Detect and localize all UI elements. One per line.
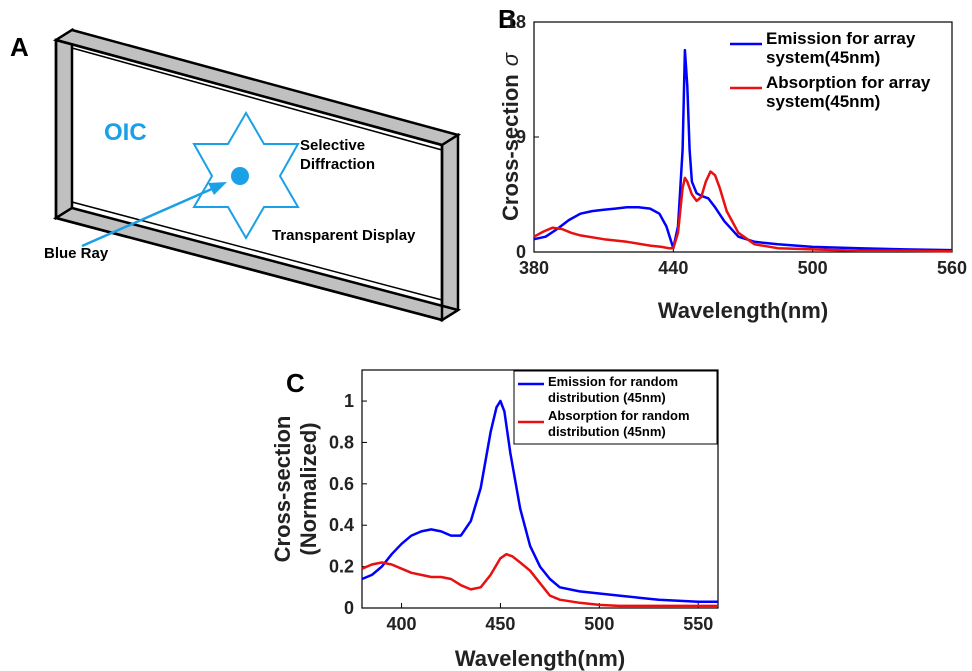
panel-b-xlabel: Wavelength(nm) xyxy=(658,298,828,323)
legend-absorption-random-line1: Absorption for random xyxy=(548,408,690,423)
star-of-david-icon xyxy=(192,111,300,240)
panel-b-xtick-label: 440 xyxy=(658,258,688,278)
panel-b-ytick-label: 0 xyxy=(516,242,526,262)
panel-b-xtick-label: 500 xyxy=(798,258,828,278)
blue-dot-icon xyxy=(231,167,249,185)
panel-c-xlabel: Wavelength(nm) xyxy=(455,646,625,671)
panel-b-series-line-absorption xyxy=(533,170,953,253)
panel-c-ytick-label: 0 xyxy=(344,598,354,618)
panel-b-plot-area xyxy=(533,21,953,253)
transparent-display-label: Transparent Display xyxy=(272,227,416,244)
panel-c-xtick-label: 500 xyxy=(584,614,614,634)
panel-b-xtick-label: 380 xyxy=(519,258,549,278)
frame-left-side xyxy=(54,27,74,221)
panel-b-xtick-label: 560 xyxy=(937,258,967,278)
panel-a-diagram: A OIC Selective Diffraction xyxy=(10,27,462,323)
panel-c-ylabel-line2: (Normalized) xyxy=(296,422,321,555)
legend-emission-array-line1: Emission for array xyxy=(766,29,916,48)
panel-c-ytick-label: 0.2 xyxy=(329,557,354,577)
legend-emission-array-line2: system(45nm) xyxy=(766,48,880,67)
panel-c-legend-box xyxy=(513,370,718,445)
panel-c-xtick-label: 450 xyxy=(485,614,515,634)
panel-c-letter: C xyxy=(286,368,305,398)
legend-absorption-array-line2: system(45nm) xyxy=(766,92,880,111)
transparent-display-frame xyxy=(52,27,462,323)
panel-b-chart: B 380 440 500 560 0 9 18 Emission for array sy… xyxy=(498,4,967,323)
panel-c-ticks: 400 450 500 550 0 0.2 0.4 0.6 0.8 1 xyxy=(329,391,713,634)
panel-b-ylabel: Cross-sectionσ xyxy=(498,52,523,221)
frame-inner-outline xyxy=(71,47,443,301)
panel-c-ytick-label: 0.6 xyxy=(329,474,354,494)
legend-absorption-random-line2: distribution (45nm) xyxy=(548,424,666,439)
selective-label-line1: Selective xyxy=(300,137,365,154)
panel-b-ticks: 380 440 500 560 0 9 18 xyxy=(506,12,967,278)
frame-right-side xyxy=(440,132,460,323)
panel-b-series xyxy=(533,48,953,253)
panel-c-series-line-absorption xyxy=(361,552,718,608)
panel-b-legend: Emission for array system(45nm) Absorpti… xyxy=(730,29,931,111)
oic-label: OIC xyxy=(104,119,147,146)
panel-b-letter: B xyxy=(498,4,517,34)
blue-ray-label: Blue Ray xyxy=(44,245,109,262)
panel-c-ylabel-line1: Cross-section xyxy=(270,416,295,563)
panel-c-ytick-label: 1 xyxy=(344,391,354,411)
panel-c-xtick-label: 400 xyxy=(387,614,417,634)
selective-label-line2: Diffraction xyxy=(300,156,375,173)
panel-c-series xyxy=(361,399,718,608)
panel-a-letter: A xyxy=(10,32,29,62)
panel-b-ytick-label: 9 xyxy=(516,127,526,147)
legend-emission-random-line2: distribution (45nm) xyxy=(548,390,666,405)
panel-c-chart: C 400 450 500 550 0 0.2 0.4 0.6 0.8 1 Emission fo… xyxy=(270,368,719,671)
panel-c-ytick-label: 0.8 xyxy=(329,432,354,452)
frame-front-outline xyxy=(54,38,444,322)
panel-c-legend: Emission for random distribution (45nm) … xyxy=(513,370,718,445)
panel-c-ytick-label: 0.4 xyxy=(329,515,354,535)
legend-absorption-array-line1: Absorption for array xyxy=(766,73,931,92)
arrow-icon xyxy=(81,182,227,248)
panel-c-series-line-emission xyxy=(361,399,718,604)
panel-c-xtick-label: 550 xyxy=(683,614,713,634)
panel-b-ytick-label: 18 xyxy=(506,12,526,32)
legend-emission-random-line1: Emission for random xyxy=(548,374,678,389)
frame-bottom-side xyxy=(52,206,462,322)
